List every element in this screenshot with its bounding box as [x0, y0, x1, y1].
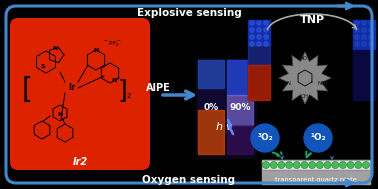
Text: EC matrix: EC matrix	[313, 154, 351, 160]
Text: ν: ν	[226, 122, 232, 132]
Text: 2: 2	[127, 93, 132, 99]
Text: ]: ]	[117, 78, 127, 102]
Circle shape	[355, 28, 359, 32]
Circle shape	[293, 161, 300, 169]
Text: Ir2: Ir2	[73, 157, 88, 167]
Circle shape	[369, 28, 373, 32]
Circle shape	[264, 42, 268, 46]
Circle shape	[285, 161, 293, 169]
Circle shape	[257, 28, 261, 32]
Circle shape	[347, 161, 354, 169]
Bar	[353, 50, 375, 100]
Circle shape	[270, 161, 277, 169]
Bar	[227, 95, 253, 125]
Text: [: [	[22, 76, 33, 104]
Text: N: N	[111, 77, 117, 83]
Circle shape	[250, 28, 254, 32]
Circle shape	[363, 161, 370, 169]
Polygon shape	[279, 52, 331, 104]
Circle shape	[316, 161, 323, 169]
Text: OH: OH	[301, 94, 309, 98]
Circle shape	[339, 161, 346, 169]
Text: ³O₂: ³O₂	[257, 133, 273, 143]
Circle shape	[362, 21, 366, 25]
Circle shape	[362, 28, 366, 32]
Circle shape	[369, 21, 373, 25]
Bar	[262, 160, 370, 170]
Circle shape	[257, 35, 261, 39]
Text: NO$_2$: NO$_2$	[317, 80, 329, 88]
Bar	[248, 45, 270, 65]
Circle shape	[251, 124, 279, 152]
Bar	[196, 58, 256, 158]
Bar	[248, 20, 270, 45]
Text: N: N	[52, 46, 58, 50]
Text: Ir: Ir	[68, 84, 76, 92]
Circle shape	[250, 42, 254, 46]
Circle shape	[278, 161, 285, 169]
Circle shape	[355, 21, 359, 25]
Circle shape	[362, 35, 366, 39]
Circle shape	[324, 161, 331, 169]
Circle shape	[369, 42, 373, 46]
Bar	[227, 125, 253, 154]
Bar	[198, 60, 224, 88]
Bar	[198, 110, 224, 154]
Circle shape	[309, 161, 316, 169]
Bar	[353, 20, 375, 50]
Bar	[248, 20, 270, 100]
Circle shape	[355, 42, 359, 46]
Bar	[353, 20, 375, 100]
Circle shape	[262, 161, 270, 169]
Circle shape	[362, 42, 366, 46]
Circle shape	[250, 35, 254, 39]
Text: S: S	[41, 64, 45, 70]
Bar	[227, 60, 253, 154]
Circle shape	[264, 21, 268, 25]
Text: transparent quartz plate: transparent quartz plate	[275, 177, 357, 183]
FancyBboxPatch shape	[10, 18, 150, 170]
Bar	[248, 65, 270, 100]
Bar	[262, 160, 370, 170]
Circle shape	[355, 161, 362, 169]
Bar	[262, 170, 370, 184]
Bar	[227, 60, 253, 95]
Text: N: N	[57, 112, 63, 118]
Circle shape	[264, 28, 268, 32]
Text: NO$_2$: NO$_2$	[299, 55, 311, 64]
Circle shape	[355, 35, 359, 39]
Text: Explosive sensing: Explosive sensing	[136, 8, 242, 18]
Circle shape	[257, 21, 261, 25]
Circle shape	[304, 124, 332, 152]
Circle shape	[332, 161, 339, 169]
Circle shape	[257, 42, 261, 46]
Circle shape	[369, 35, 373, 39]
Text: Oxygen sensing: Oxygen sensing	[143, 175, 235, 185]
Text: Ir2: Ir2	[279, 154, 290, 160]
Text: 0%: 0%	[203, 102, 218, 112]
Text: h: h	[216, 122, 223, 132]
Text: 90%: 90%	[229, 102, 251, 112]
Text: O$_2$N: O$_2$N	[280, 80, 292, 88]
Circle shape	[250, 21, 254, 25]
Bar	[198, 60, 224, 154]
Text: AIPE: AIPE	[146, 83, 170, 93]
Text: $^-$PF$_6^-$: $^-$PF$_6^-$	[104, 39, 122, 49]
Text: N: N	[93, 47, 99, 53]
Text: TNP: TNP	[299, 15, 325, 25]
Circle shape	[301, 161, 308, 169]
Circle shape	[264, 35, 268, 39]
Text: ¹O₂: ¹O₂	[310, 133, 326, 143]
